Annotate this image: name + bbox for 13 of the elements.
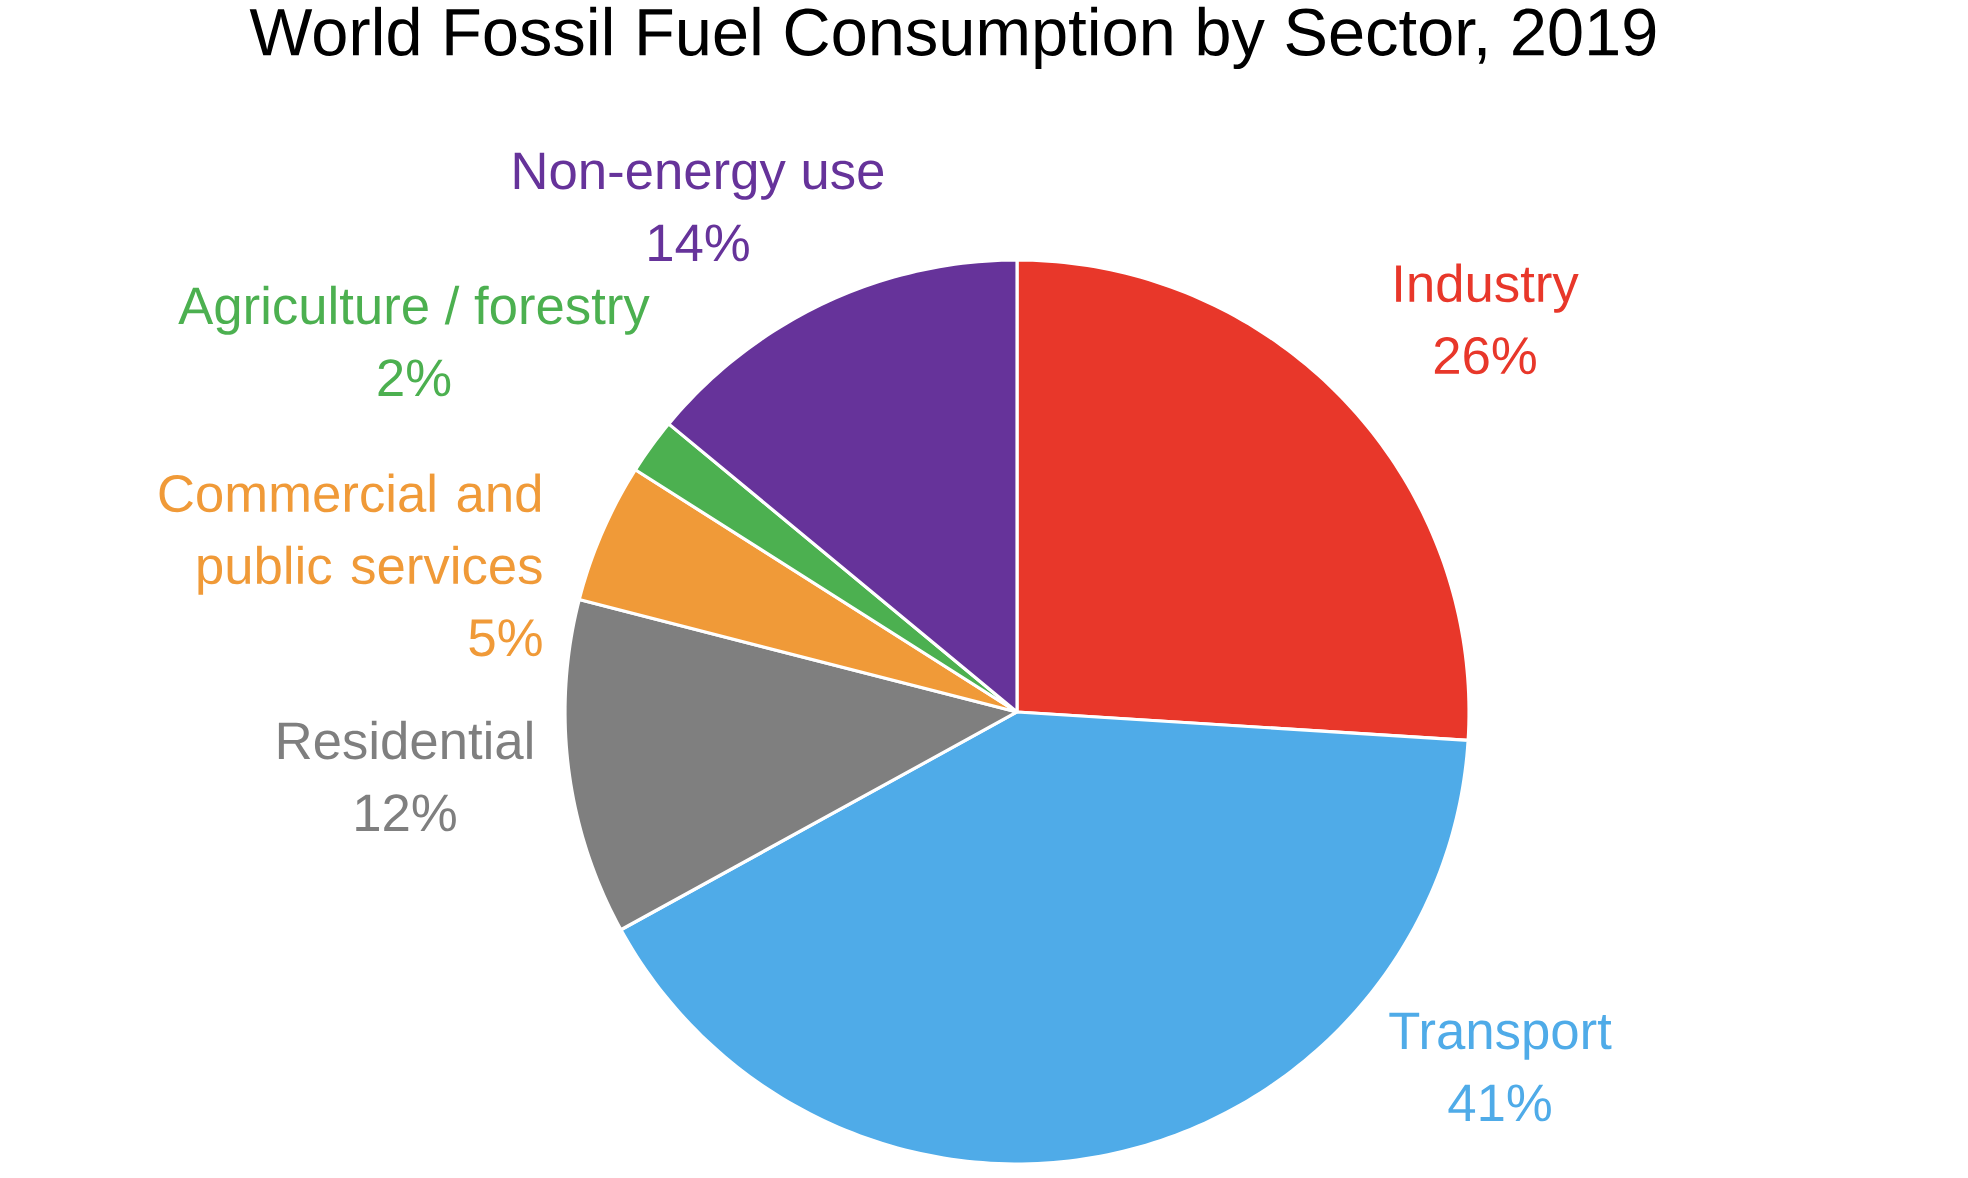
slice-label: Non-energy use	[514, 152, 884, 200]
data-label: 26%	[1434, 337, 1536, 375]
slice-label: Commercial and public services	[159, 473, 542, 595]
slice-label: Residential	[278, 720, 532, 760]
data-label: 14%	[649, 224, 749, 262]
data-label: 12%	[356, 794, 456, 832]
slice-label: Transport	[1389, 1012, 1612, 1060]
data-label: 5%	[469, 619, 542, 657]
data-label: 2%	[378, 359, 451, 397]
slice-label: Industry	[1396, 263, 1579, 313]
chart-title: World Fossil Fuel Consumption by Sector, 2019	[249, 6, 1656, 70]
slice-label: Agriculture / forestry	[178, 285, 650, 335]
data-label: 41%	[1448, 1084, 1551, 1122]
